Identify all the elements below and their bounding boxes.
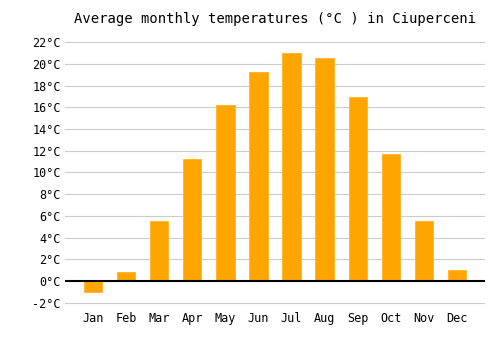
Bar	[414, 221, 433, 281]
Bar	[382, 154, 400, 281]
Bar	[184, 160, 202, 281]
Bar	[250, 72, 268, 281]
Bar	[84, 281, 102, 292]
Bar	[316, 57, 334, 281]
Bar	[282, 53, 300, 281]
Bar	[448, 270, 466, 281]
Bar	[150, 221, 169, 281]
Bar	[216, 105, 234, 281]
Bar	[117, 272, 136, 281]
Title: Average monthly temperatures (°C ) in Ciuperceni: Average monthly temperatures (°C ) in Ci…	[74, 12, 476, 26]
Bar	[348, 97, 366, 281]
